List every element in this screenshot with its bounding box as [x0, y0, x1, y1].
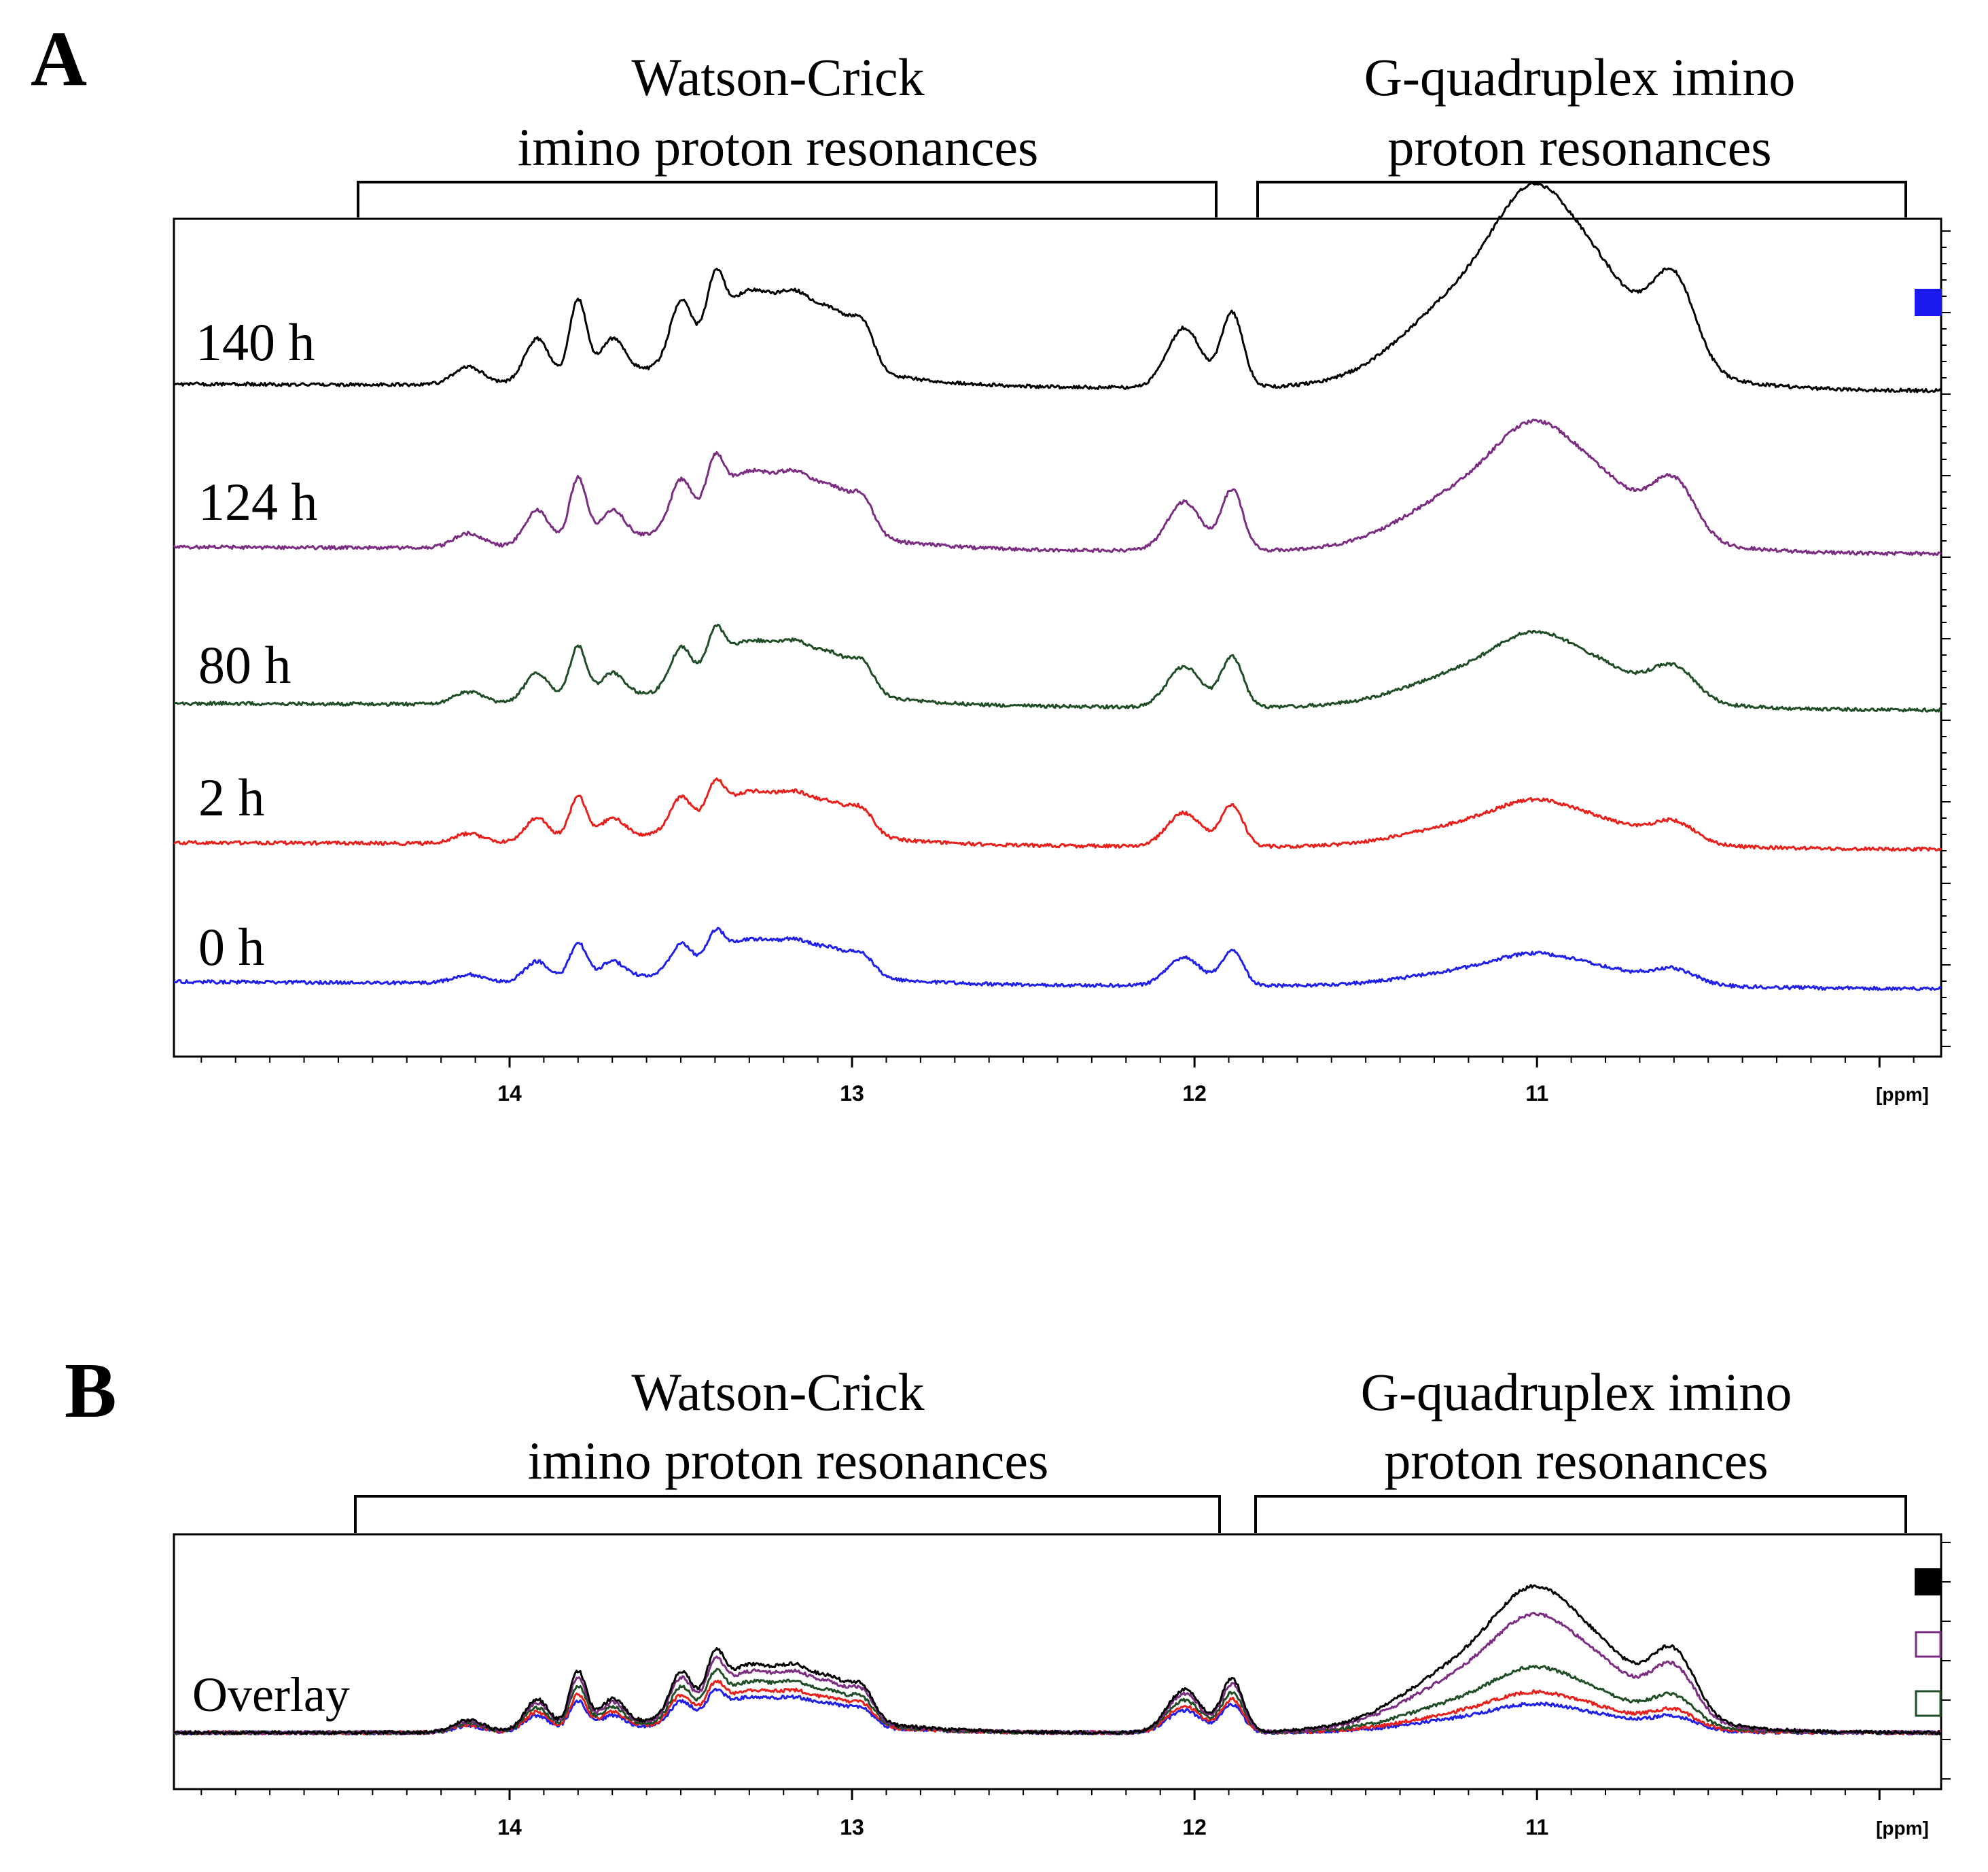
- panel-a-x-ticklabels: 14 13 12 11: [497, 1081, 1548, 1106]
- panel-b-legend-marker-green: [1915, 1690, 1942, 1717]
- panel-b-spectrum-140h: [173, 1584, 1942, 1735]
- panel-a-wc-title-line1: Watson-Crick: [631, 48, 924, 107]
- panel-b-gq-bracket: [1254, 1495, 1907, 1533]
- panel-a-tick-label-14: 14: [497, 1081, 522, 1106]
- panel-a-letter: A: [31, 16, 87, 102]
- panel-a-tick-label-11: 11: [1525, 1081, 1548, 1106]
- panel-b-spectrum-80h: [173, 1665, 1942, 1735]
- panel-b-x-axis-unit: [ppm]: [1876, 1818, 1929, 1839]
- panel-b-tick-label-12: 12: [1182, 1815, 1207, 1839]
- panel-b: B Watson-Crick imino proton resonances G…: [65, 1347, 1951, 1839]
- panel-b-letter: B: [65, 1347, 117, 1434]
- panel-b-tick-label-14: 14: [497, 1815, 522, 1839]
- panel-b-legend-marker-black: [1915, 1568, 1942, 1595]
- panel-b-spectrum-2h: [173, 1679, 1942, 1735]
- panel-b-right-axis-ticks: [1941, 1542, 1951, 1780]
- panel-a-x-ticks: [200, 1057, 1915, 1067]
- panel-a-label-0h: 0 h: [198, 917, 265, 976]
- panel-b-legend-marker-purple: [1915, 1631, 1942, 1658]
- panel-b-wc-title-line2: imino proton resonances: [528, 1431, 1049, 1490]
- panel-b-x-ticks: [200, 1789, 1915, 1800]
- panel-a-wc-title-line2: imino proton resonances: [518, 118, 1039, 177]
- panel-a-spectrum-124h: [173, 419, 1942, 557]
- panel-b-spectra: [173, 1584, 1942, 1735]
- panel-a-spectrum-2h: [173, 777, 1942, 852]
- panel-a-spectrum-0h: [173, 926, 1942, 991]
- panel-a-gq-title-line1: G-quadruplex imino: [1364, 48, 1796, 107]
- panel-a-gq-title-line2: proton resonances: [1387, 118, 1771, 177]
- panel-b-wc-title-line1: Watson-Crick: [631, 1362, 924, 1421]
- panel-b-overlay-label: Overlay: [192, 1667, 350, 1722]
- panel-a-label-124h: 124 h: [198, 472, 318, 531]
- panel-a-spectrum-80h: [173, 623, 1942, 713]
- panel-a-spectrum-140h: [173, 181, 1942, 393]
- panel-b-plot-frame: [173, 1533, 1942, 1790]
- panel-b-wc-bracket: [354, 1495, 1221, 1533]
- panel-a-right-axis-ticks: [1941, 230, 1951, 1047]
- panel-a-plot-frame: [173, 217, 1942, 1058]
- panel-a-gq-bracket: [1256, 181, 1907, 217]
- panel-a-label-140h: 140 h: [196, 313, 315, 372]
- panel-a-x-axis-unit: [ppm]: [1876, 1084, 1929, 1105]
- panel-a-label-2h: 2 h: [198, 768, 265, 827]
- panel-b-tick-label-13: 13: [840, 1815, 864, 1839]
- panel-b-gq-title-line2: proton resonances: [1384, 1431, 1768, 1490]
- panel-b-x-ticklabels: 14 13 12 11: [497, 1815, 1548, 1839]
- panel-a-label-80h: 80 h: [198, 635, 291, 694]
- panel-b-gq-title-line1: G-quadruplex imino: [1361, 1362, 1792, 1421]
- panel-a-wc-bracket: [357, 181, 1218, 217]
- panel-a: A Watson-Crick imino proton resonances G…: [31, 16, 1951, 1106]
- panel-a-legend-marker-blue: [1915, 289, 1942, 316]
- panel-b-tick-label-11: 11: [1525, 1815, 1548, 1839]
- panel-a-tick-label-13: 13: [840, 1081, 864, 1106]
- panel-a-tick-label-12: 12: [1182, 1081, 1207, 1106]
- panel-a-spectra: [173, 181, 1942, 991]
